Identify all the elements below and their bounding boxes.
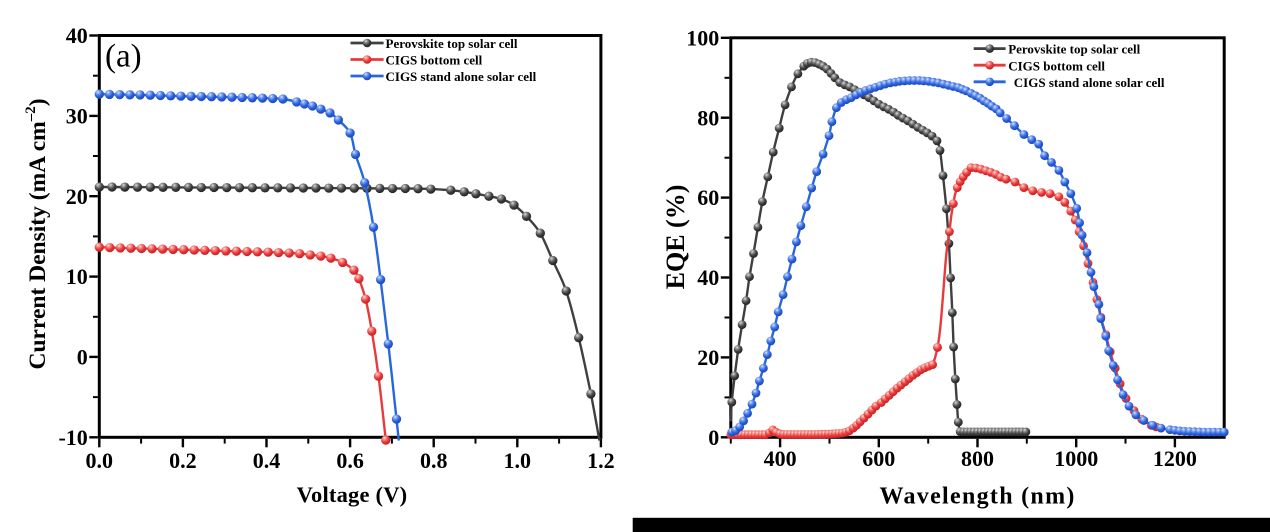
svg-text:40: 40 [697,265,719,290]
svg-text:Current Density (mA cm–2): Current Density (mA cm–2) [23,98,51,369]
svg-text:600: 600 [862,446,895,471]
svg-text:800: 800 [961,446,994,471]
svg-text:0.8: 0.8 [420,448,448,473]
svg-text:0.0: 0.0 [86,448,114,473]
svg-text:CIGS bottom cell: CIGS bottom cell [1008,58,1105,73]
svg-text:0: 0 [77,345,88,370]
svg-text:20: 20 [697,345,719,370]
svg-text:-10: -10 [58,425,87,450]
svg-text:20: 20 [66,184,88,209]
svg-text:40: 40 [66,23,88,48]
svg-text:1200: 1200 [1153,446,1197,471]
svg-text:0.2: 0.2 [169,448,197,473]
svg-text:1.2: 1.2 [587,448,615,473]
svg-text:60: 60 [697,185,719,210]
svg-text:CIGS stand alone solar cell: CIGS stand alone solar cell [386,69,537,84]
svg-text:0.4: 0.4 [253,448,281,473]
svg-text:80: 80 [697,105,719,130]
svg-text:10: 10 [66,264,88,289]
svg-text:CIGS bottom cell: CIGS bottom cell [386,53,483,68]
svg-text:30: 30 [66,104,88,129]
svg-text:1000: 1000 [1054,446,1098,471]
svg-text:CIGS stand alone solar cell: CIGS stand alone solar cell [1014,75,1165,90]
svg-text:0.6: 0.6 [336,448,364,473]
svg-text:0: 0 [708,425,719,450]
svg-text:Voltage (V): Voltage (V) [297,482,408,507]
svg-text:Perovskite top solar cell: Perovskite top solar cell [386,36,518,51]
svg-text:1.0: 1.0 [504,448,532,473]
svg-text:400: 400 [764,446,797,471]
svg-text:100: 100 [686,25,719,50]
svg-text:EQE (%): EQE (%) [661,185,690,290]
svg-text:Wavelength (nm): Wavelength (nm) [880,484,1076,510]
svg-text:Perovskite top solar cell: Perovskite top solar cell [1008,42,1140,57]
svg-text:(a): (a) [105,39,142,75]
